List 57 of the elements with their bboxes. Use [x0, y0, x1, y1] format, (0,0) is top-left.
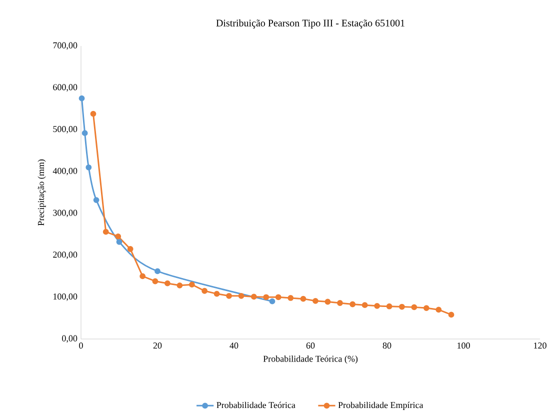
- point: [386, 303, 392, 310]
- point: [154, 268, 160, 274]
- point: [102, 228, 109, 235]
- point: [362, 302, 368, 308]
- point: [263, 294, 270, 300]
- point: [140, 273, 146, 280]
- point: [288, 295, 294, 301]
- point: [226, 292, 232, 299]
- point: [214, 290, 220, 297]
- point: [374, 302, 380, 309]
- point: [238, 292, 244, 299]
- x-axis-title: Probabilidade Teórica (%): [263, 355, 358, 364]
- point: [398, 304, 405, 310]
- point: [82, 130, 88, 136]
- y-tick-label: 500,00: [53, 126, 78, 134]
- point: [350, 301, 356, 308]
- point: [423, 305, 430, 311]
- x-tick-label: 100: [458, 342, 470, 349]
- point: [275, 294, 282, 300]
- point: [90, 110, 96, 117]
- point: [269, 298, 276, 304]
- y-tick-label: 400,00: [52, 168, 78, 176]
- legend-label: Probabilidade Teórica: [216, 402, 296, 408]
- x-tick-label: 120: [534, 342, 546, 349]
- point: [164, 280, 170, 286]
- x-tick-label: 40: [230, 342, 238, 349]
- point: [250, 294, 257, 300]
- legend-label: Probabilidade Empírica: [338, 402, 424, 410]
- y-tick-label: 300,00: [53, 210, 78, 218]
- point: [86, 164, 92, 170]
- x-tick-label: 80: [382, 342, 392, 349]
- y-axis-title: Precipitação (mm): [38, 160, 46, 226]
- point: [312, 298, 318, 304]
- y-tick-label: 200,00: [53, 252, 78, 259]
- point: [93, 197, 100, 203]
- point: [202, 288, 208, 294]
- point: [78, 95, 85, 102]
- chart-title: Distribuição Pearson Tipo III - Estação 651001: [216, 19, 404, 28]
- point: [115, 234, 122, 240]
- y-tick-label: 0,00: [62, 335, 78, 343]
- point: [448, 312, 454, 318]
- point: [337, 300, 343, 306]
- y-tick-label: 100,00: [54, 293, 78, 301]
- x-tick-label: 0: [79, 342, 83, 349]
- point: [152, 278, 158, 284]
- point: [300, 296, 306, 302]
- y-tick-label: 600,00: [53, 84, 78, 92]
- point: [127, 246, 134, 252]
- point: [116, 238, 122, 245]
- y-tick-label: 700,00: [53, 42, 78, 50]
- point: [436, 306, 442, 313]
- point: [188, 282, 195, 288]
- x-tick-label: 60: [306, 342, 315, 349]
- point: [411, 304, 418, 310]
- point: [176, 282, 183, 288]
- x-tick-label: 20: [153, 342, 162, 349]
- point: [324, 298, 331, 305]
